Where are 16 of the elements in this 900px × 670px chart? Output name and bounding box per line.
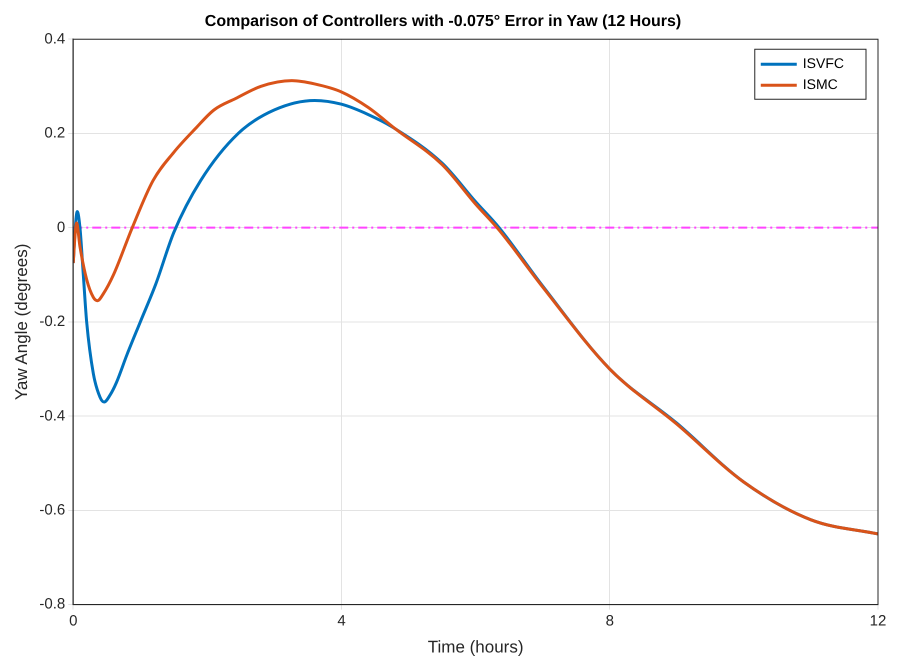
legend-label: ISVFC bbox=[802, 55, 844, 72]
x-tick-label: 4 bbox=[337, 612, 346, 630]
x-tick-label: 0 bbox=[69, 612, 78, 630]
legend-label: ISMC bbox=[802, 76, 838, 92]
y-axis-title: Yaw Angle (degrees) bbox=[12, 244, 31, 400]
x-tick-label: 8 bbox=[606, 612, 614, 630]
y-tick-label: -0.4 bbox=[39, 407, 66, 424]
chart-title: Comparison of Controllers with -0.075° Error in Yaw (12 Hours) bbox=[204, 13, 682, 30]
y-tick-label: -0.2 bbox=[39, 313, 66, 330]
x-tick-label: 12 bbox=[870, 612, 886, 630]
y-tick-label: 0 bbox=[56, 218, 66, 236]
y-tick-label: -0.6 bbox=[39, 502, 66, 519]
y-tick-label: 0.2 bbox=[44, 124, 66, 142]
y-tick-label: 0.4 bbox=[44, 30, 66, 48]
x-axis-title: Time (hours) bbox=[428, 637, 524, 656]
y-tick-label: -0.8 bbox=[39, 596, 66, 613]
